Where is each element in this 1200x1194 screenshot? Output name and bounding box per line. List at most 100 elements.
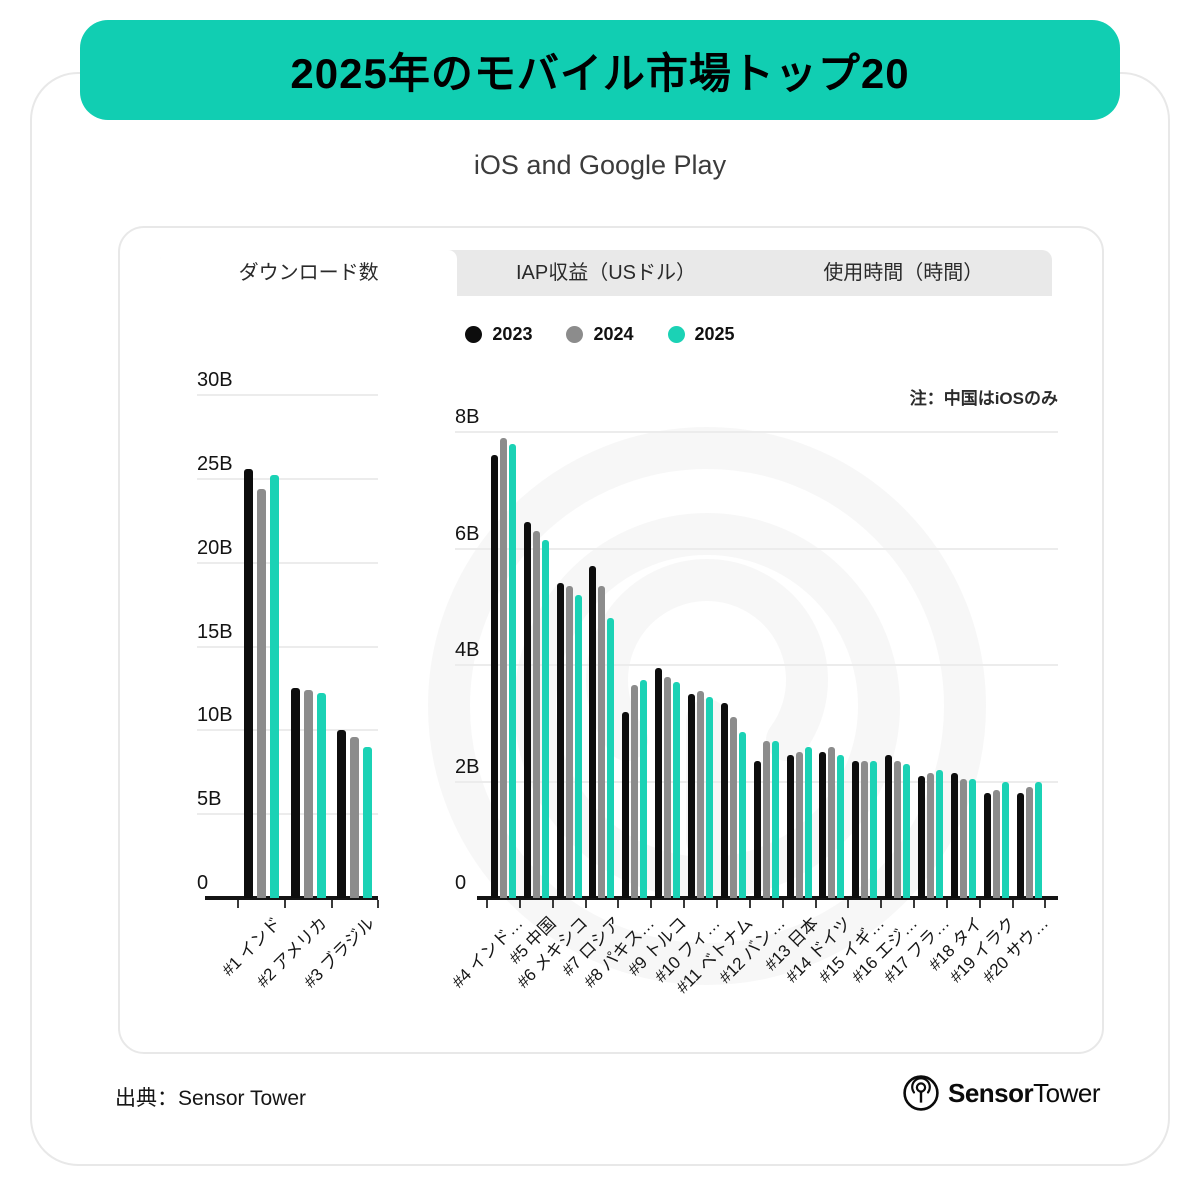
bar-2024 (256, 488, 266, 898)
axis-tick (683, 900, 686, 908)
bar-2024 (926, 772, 934, 898)
legend-item-2023: 2023 (465, 324, 532, 345)
bar-2023 (852, 761, 860, 898)
bar-2025 (1001, 781, 1009, 898)
axis-tick (945, 900, 948, 908)
tab-iap-revenue[interactable]: IAP収益（USドル） (515, 262, 696, 284)
bar-2024 (598, 586, 606, 898)
bar-2025 (968, 778, 976, 898)
axis-tick (814, 900, 817, 908)
legend-item-2024: 2024 (566, 323, 634, 345)
bar-2024 (762, 740, 770, 898)
x-axis (205, 896, 378, 900)
axis-tick (237, 900, 239, 908)
tab-usage-time[interactable]: 使用時間（時間） (823, 262, 984, 284)
bar-2024 (631, 685, 639, 898)
bar-group (816, 432, 849, 898)
bar-2024 (861, 761, 869, 898)
bar-2025 (1034, 781, 1042, 898)
bar-group (586, 432, 619, 898)
axis-tick (978, 900, 981, 908)
bar-2025 (837, 755, 845, 898)
axis-tick (847, 900, 850, 908)
y-tick-label: 10B (197, 704, 233, 727)
bar-2024 (828, 746, 836, 898)
legend-label-2023: 2023 (492, 323, 533, 344)
bar-group (684, 432, 717, 898)
bar-2025 (804, 746, 812, 898)
axis-tick (913, 900, 916, 908)
logo-text-regular: Tower (1033, 1077, 1100, 1108)
legend-dot-2023 (465, 325, 483, 343)
tab-downloads[interactable]: ダウンロード数 (160, 250, 458, 302)
legend-item-2025: 2025 (667, 324, 735, 345)
axis-tick (518, 900, 521, 908)
bar-group (553, 432, 586, 898)
bar-group (285, 395, 332, 898)
bar-group (980, 432, 1013, 898)
axis-tick (283, 900, 286, 908)
bar-group (848, 432, 881, 898)
bar-group (881, 432, 914, 898)
downloads-chart-rank4-20: 0 2B 4B 6B 8B #4 インド… #5 中国 #6 メキシコ #7 ロシア #8 パキス… (448, 406, 1058, 997)
axis-tick (715, 900, 718, 908)
bar-2025 (640, 679, 648, 898)
bar-2023 (688, 694, 696, 898)
y-tick-label: 4B (455, 639, 480, 661)
y-tick-label: 0 (455, 872, 467, 894)
y-tick-label: 20B (197, 536, 233, 559)
bar-2025 (673, 682, 681, 898)
logo-text-bold: Sensor (947, 1077, 1034, 1108)
page-title: 2025年のモバイル市場トップ20 (290, 49, 910, 97)
gridline (197, 561, 378, 564)
axis-tick (880, 900, 883, 908)
bar-2024 (532, 531, 540, 898)
axis-tick (551, 900, 554, 908)
bar-2024 (992, 790, 1000, 898)
axis-tick (377, 900, 380, 908)
bar-2025 (269, 475, 279, 898)
bar-2025 (903, 764, 911, 898)
y-tick-label: 25B (197, 452, 233, 475)
axis-tick (617, 900, 620, 908)
bar-2024 (499, 437, 507, 898)
legend-label-2024: 2024 (593, 323, 634, 344)
bar-2025 (870, 761, 878, 898)
bar-2023 (983, 793, 991, 898)
bar-2024 (303, 690, 313, 898)
bar-2024 (664, 676, 672, 898)
title-banner: 2025年のモバイル市場トップ20 (80, 20, 1120, 120)
source-text: 出典：Sensor Tower (115, 1087, 307, 1110)
sensor-tower-logo: SensorTower (902, 1074, 1100, 1112)
y-tick-label: 8B (455, 406, 480, 428)
bar-2023 (556, 583, 564, 898)
bar-2023 (243, 468, 253, 898)
bar-group (750, 432, 783, 898)
bar-group (914, 432, 947, 898)
y-tick-label: 15B (197, 620, 233, 643)
bar-2024 (729, 717, 737, 898)
bar-2023 (819, 752, 827, 898)
legend-dot-2024 (566, 325, 584, 343)
bar-2025 (935, 769, 943, 898)
bar-2023 (655, 667, 663, 898)
bar-2025 (316, 693, 326, 898)
bar-2025 (771, 740, 779, 898)
bar-2023 (589, 565, 597, 898)
bar-2025 (738, 732, 746, 898)
bar-2023 (622, 711, 630, 898)
y-tick-label: 2B (455, 755, 480, 778)
bar-group (520, 432, 553, 898)
bar-2025 (508, 443, 516, 898)
bar-2024 (1025, 787, 1033, 898)
bar-2023 (1016, 793, 1024, 898)
sensor-tower-logo-text: SensorTower (947, 1077, 1101, 1109)
legend: 2023 2024 2025 (0, 318, 1200, 350)
axis-tick (1044, 900, 1047, 908)
bar-2024 (565, 586, 573, 898)
axis-tick (748, 900, 751, 908)
axis-tick (1011, 900, 1014, 908)
bar-2025 (363, 747, 373, 898)
y-tick-label: 6B (455, 522, 480, 545)
bar-group (618, 432, 651, 898)
